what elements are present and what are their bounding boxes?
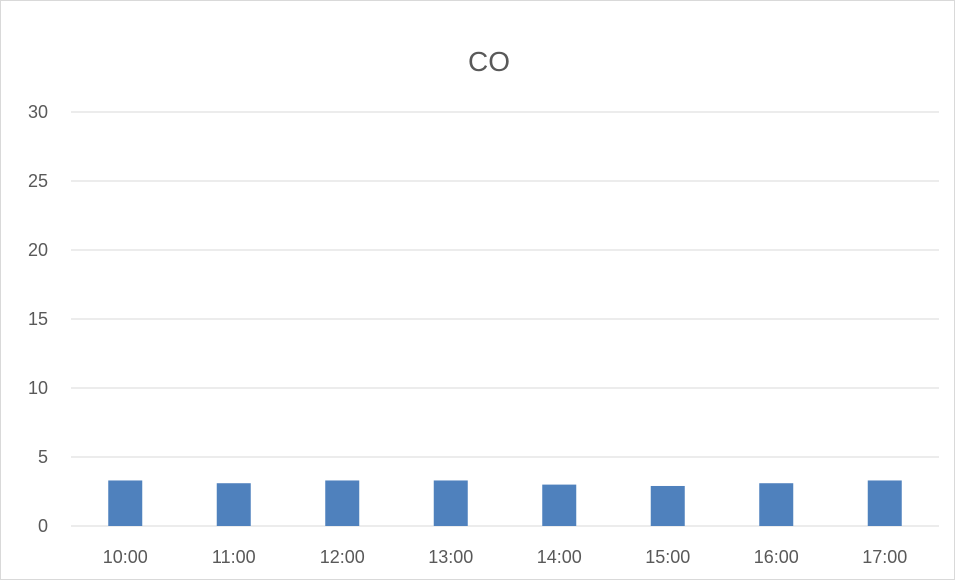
- bar-1200: [325, 480, 360, 526]
- x-tick-label: 11:00: [212, 547, 256, 567]
- x-tick-label: 14:00: [537, 547, 582, 567]
- x-axis-ticks: 10:00 11:00 12:00 13:00 14:00 15:00 16:00 17:00: [103, 547, 908, 567]
- x-tick-label: 12:00: [320, 547, 365, 567]
- x-tick-label: 10:00: [103, 547, 148, 567]
- bar-1000: [108, 480, 143, 526]
- bar-1600: [759, 483, 794, 526]
- y-tick-label: 30: [28, 102, 48, 122]
- y-axis-ticks: 0 5 10 15 20 25 30: [28, 102, 48, 536]
- y-tick-label: 0: [38, 516, 48, 536]
- bar-1100: [216, 483, 251, 526]
- bar-1400: [542, 484, 577, 526]
- bar-1700: [867, 480, 902, 526]
- gridlines: [71, 111, 939, 527]
- chart-title: CO: [468, 46, 510, 77]
- bars: [108, 480, 902, 526]
- x-tick-label: 17:00: [862, 547, 907, 567]
- x-tick-label: 15:00: [645, 547, 690, 567]
- y-tick-label: 20: [28, 240, 48, 260]
- y-tick-label: 25: [28, 171, 48, 191]
- y-tick-label: 10: [28, 378, 48, 398]
- x-tick-label: 13:00: [428, 547, 473, 567]
- bar-1300: [433, 480, 468, 526]
- bar-1500: [650, 485, 685, 526]
- x-tick-label: 16:00: [754, 547, 799, 567]
- y-tick-label: 15: [28, 309, 48, 329]
- y-tick-label: 5: [38, 447, 48, 467]
